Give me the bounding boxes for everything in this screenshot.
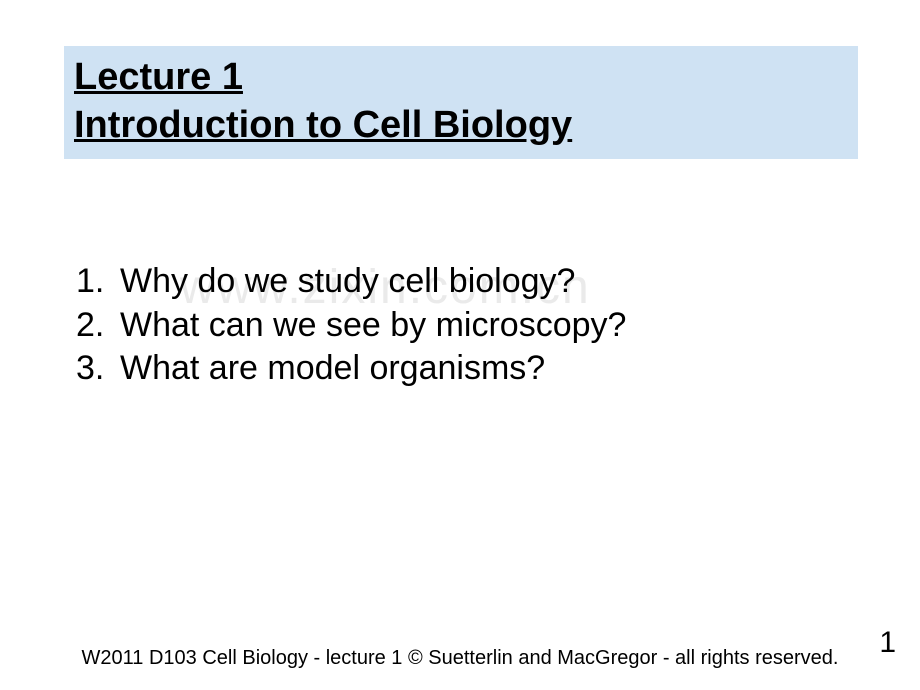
title-banner: Lecture 1 Introduction to Cell Biology: [64, 46, 858, 159]
item-number: 2.: [76, 304, 120, 348]
question-list: 1. Why do we study cell biology? 2. What…: [76, 260, 856, 391]
list-item: 3. What are model organisms?: [76, 347, 856, 391]
item-number: 1.: [76, 260, 120, 304]
item-text: Why do we study cell biology?: [120, 260, 575, 304]
page-number: 1: [879, 626, 896, 660]
list-item: 1. Why do we study cell biology?: [76, 260, 856, 304]
list-item: 2. What can we see by microscopy?: [76, 304, 856, 348]
item-number: 3.: [76, 347, 120, 391]
footer-copyright: W2011 D103 Cell Biology - lecture 1 © Su…: [0, 647, 920, 670]
title-line-1: Lecture 1: [74, 54, 848, 102]
item-text: What can we see by microscopy?: [120, 304, 626, 348]
item-text: What are model organisms?: [120, 347, 545, 391]
title-line-2: Introduction to Cell Biology: [74, 102, 848, 150]
